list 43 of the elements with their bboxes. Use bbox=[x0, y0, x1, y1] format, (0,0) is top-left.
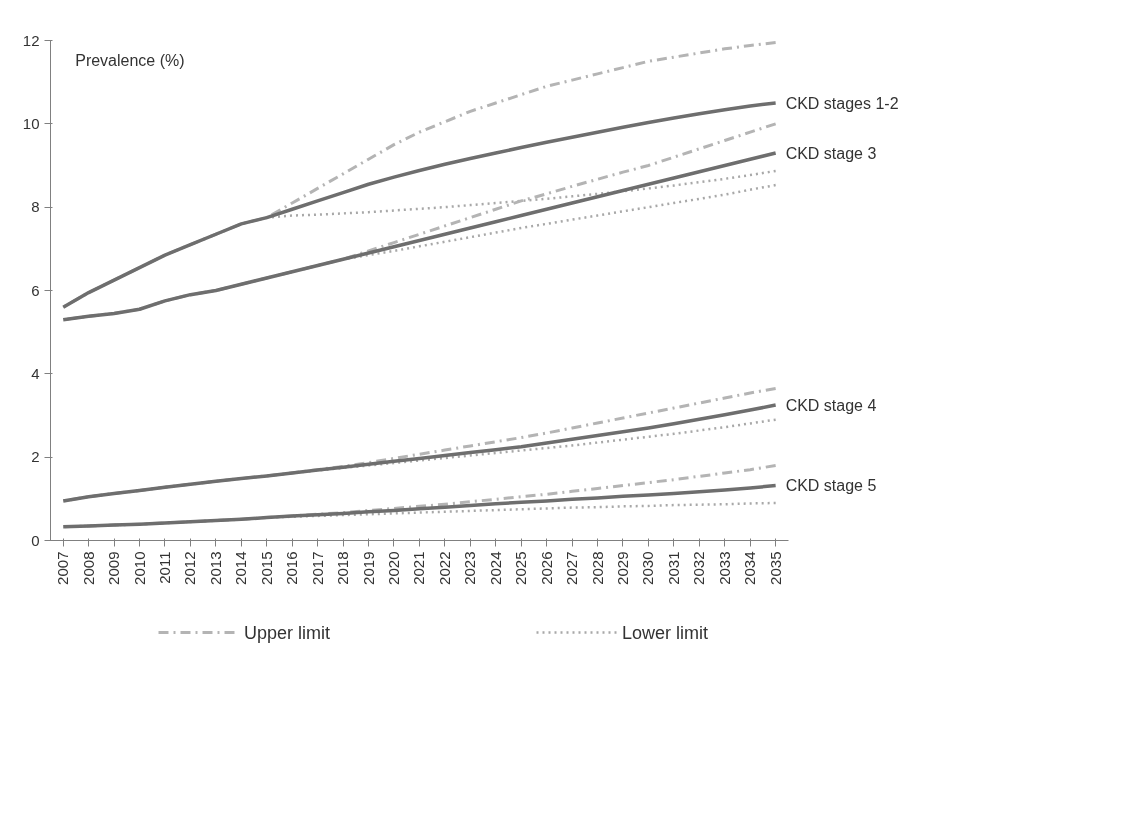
y-tick-label: 8 bbox=[31, 198, 40, 216]
series-label: CKD stage 3 bbox=[785, 144, 877, 162]
x-tick-label: 2027 bbox=[563, 551, 581, 585]
y-tick-label: 6 bbox=[31, 281, 40, 299]
x-tick-label: 2035 bbox=[766, 551, 784, 585]
x-tick-label: 2025 bbox=[512, 551, 530, 585]
x-tick-label: 2022 bbox=[435, 551, 453, 585]
x-tick-label: 2007 bbox=[54, 551, 72, 585]
y-tick-label: 10 bbox=[22, 114, 40, 132]
x-tick-label: 2030 bbox=[639, 551, 657, 585]
x-tick-label: 2032 bbox=[690, 551, 708, 585]
series-label: CKD stage 5 bbox=[785, 477, 877, 494]
x-tick-label: 2026 bbox=[537, 551, 555, 585]
x-tick-label: 2008 bbox=[79, 551, 97, 585]
y-tick-label: 4 bbox=[31, 364, 40, 382]
y-axis-title: Prevalence (%) bbox=[75, 51, 185, 69]
x-tick-label: 2018 bbox=[334, 551, 352, 585]
x-tick-label: 2021 bbox=[410, 551, 428, 585]
x-tick-label: 2033 bbox=[715, 551, 733, 585]
x-tick-label: 2029 bbox=[613, 551, 631, 585]
x-tick-label: 2012 bbox=[181, 551, 199, 585]
x-tick-label: 2023 bbox=[461, 551, 479, 585]
x-tick-label: 2015 bbox=[257, 551, 275, 585]
x-tick-label: 2034 bbox=[741, 551, 759, 585]
y-tick-label: 12 bbox=[22, 31, 40, 49]
x-tick-label: 2017 bbox=[308, 551, 326, 585]
x-tick-label: 2011 bbox=[156, 551, 173, 584]
y-tick-label: 0 bbox=[31, 531, 40, 549]
x-tick-label: 2031 bbox=[664, 551, 682, 585]
y-tick-label: 2 bbox=[31, 448, 40, 466]
x-tick-label: 2013 bbox=[206, 551, 224, 585]
legend-label: Lower limit bbox=[622, 622, 709, 643]
series-label: CKD stages 1-2 bbox=[785, 94, 899, 112]
x-tick-label: 2020 bbox=[384, 551, 402, 585]
x-tick-label: 2019 bbox=[359, 551, 377, 585]
x-tick-label: 2024 bbox=[486, 551, 504, 585]
x-tick-label: 2016 bbox=[283, 551, 301, 585]
legend-label: Upper limit bbox=[244, 622, 331, 643]
series-label: CKD stage 4 bbox=[785, 396, 877, 414]
x-tick-label: 2014 bbox=[232, 551, 250, 585]
x-tick-label: 2028 bbox=[588, 551, 606, 585]
x-tick-label: 2010 bbox=[130, 551, 148, 585]
x-tick-label: 2009 bbox=[105, 551, 123, 585]
